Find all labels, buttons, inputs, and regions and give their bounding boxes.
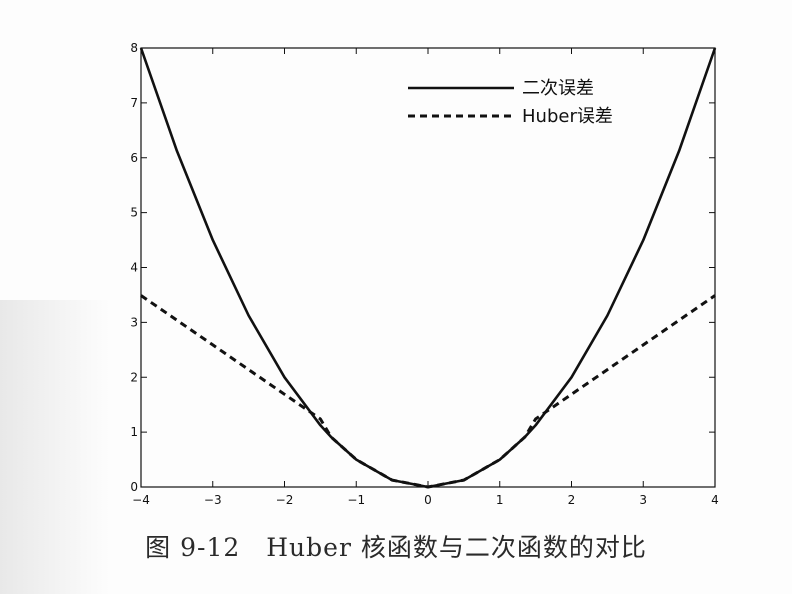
scan-shadow [0,300,110,594]
x-tick-label: 2 [568,493,576,507]
x-tick-label: 0 [424,493,432,507]
y-tick-label: 3 [130,315,138,329]
tick-layer: −4 −3 −2 −1 0 1 2 3 4 0 1 2 3 4 5 6 7 8 [130,41,718,507]
series-line-quadratic [139,47,717,489]
series-layer [139,47,717,489]
figure-caption: 图 9-12 Huber 核函数与二次函数的对比 [145,533,647,562]
series-line-huber [140,294,716,489]
y-tick-label: 6 [130,151,138,165]
x-tick-label: −4 [132,493,150,507]
y-tick-label: 1 [130,425,138,439]
y-tick-label: 8 [130,41,138,55]
legend: 二次误差 Huber误差 [408,78,613,127]
legend-label-quadratic: 二次误差 [522,78,594,99]
y-tick-label: 4 [130,261,138,275]
x-tick-label: 1 [496,493,504,507]
y-tick-label: 0 [130,480,138,494]
x-tick-label: 3 [639,493,647,507]
x-tick-label: −1 [347,493,365,507]
x-tick-label: 4 [711,493,719,507]
x-tick-label: −2 [276,493,294,507]
y-tick-label: 2 [130,370,138,384]
y-tick-label: 5 [130,206,138,220]
y-tick-label: 7 [130,96,138,110]
x-tick-label: −3 [204,493,222,507]
legend-label-huber: Huber误差 [522,106,613,127]
